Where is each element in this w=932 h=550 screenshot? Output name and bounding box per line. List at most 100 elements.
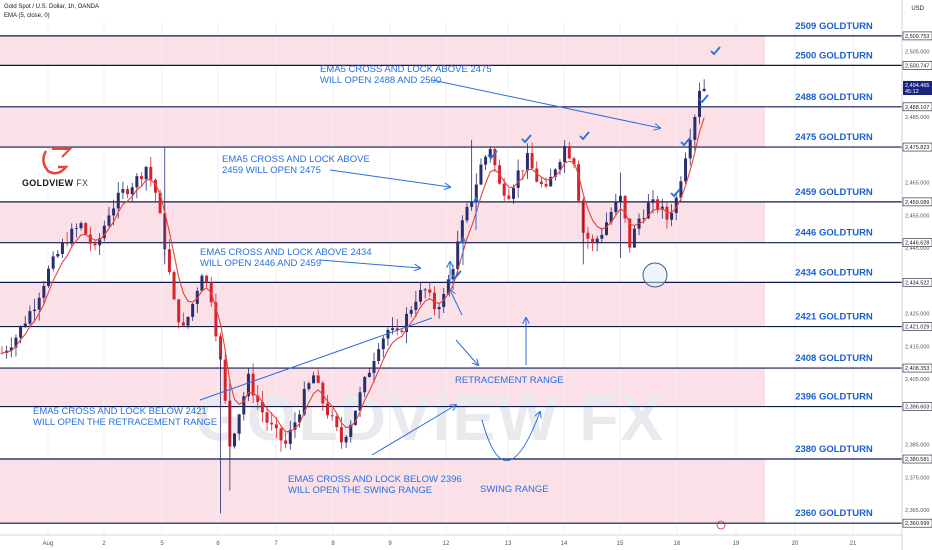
level-price-tag [902, 31, 932, 41]
candle-body [219, 336, 223, 360]
level-price-text: 2,459.089 [905, 200, 929, 206]
candle-body [158, 192, 162, 214]
candle-body [172, 272, 176, 300]
candle-body [223, 359, 227, 401]
candle-body [47, 268, 50, 286]
candle-body [609, 212, 613, 223]
candle-body [288, 429, 292, 444]
candle-body [37, 297, 41, 310]
level-price-text: 2,446.628 [905, 241, 929, 247]
arrow-to-swing [371, 405, 456, 456]
axis-tick: 2,505.000 [905, 49, 929, 55]
annotation-text: SWING RANGE [480, 484, 549, 495]
candle-body [451, 269, 455, 280]
candle-body [28, 311, 32, 324]
candle-body [251, 373, 255, 396]
candle-body [688, 139, 692, 159]
currency-label: USD [911, 6, 924, 12]
level-price-text: 2,408.353 [905, 366, 929, 372]
candle-body [302, 388, 306, 415]
candle-body [488, 148, 492, 157]
time-tick: 5 [160, 541, 164, 547]
axis-tick: 2,405.000 [905, 377, 929, 383]
candle-body [409, 309, 413, 314]
level-price-tag [902, 102, 932, 112]
candle-body [260, 401, 264, 413]
time-tick: 14 [561, 541, 568, 547]
check-icon [710, 46, 721, 56]
candle-body [51, 256, 55, 269]
candle-body [121, 189, 125, 193]
level-price-tag [902, 238, 932, 247]
time-tick: 19 [733, 541, 740, 547]
candle-body [428, 289, 432, 293]
arrow-to-2459 [319, 259, 420, 268]
candle-body [539, 181, 543, 185]
candle-body [465, 206, 469, 221]
brand-name: GOLDVIEW FX [22, 178, 88, 188]
brand-text: GOLDVIEW [22, 178, 74, 188]
axis-tick: 2,425.000 [905, 312, 929, 318]
axis-tick: 2,415.000 [905, 344, 929, 350]
arrow-to-2488 [431, 79, 660, 128]
candle-body [326, 403, 329, 416]
level-price-text: 2,380.581 [905, 457, 929, 463]
candle-body [684, 158, 688, 182]
pink-zone [0, 201, 765, 243]
candle-body [42, 285, 46, 298]
candle-body [535, 168, 539, 182]
level-price-tag [902, 363, 932, 373]
check-icon [451, 270, 462, 280]
candle-body [60, 242, 64, 254]
level-label: 2475 GOLDTURN [795, 132, 873, 143]
level-price-text: 2,509.753 [905, 34, 929, 40]
level-price-text: 2,488.107 [905, 105, 929, 111]
candle-body [339, 427, 343, 443]
candle-body [126, 189, 130, 195]
candle-body [14, 337, 18, 348]
level-price-tag [902, 142, 932, 152]
watermark-text: GOLDVIEW FX [195, 382, 665, 454]
candle-body [423, 289, 427, 291]
level-layer: 2509 GOLDTURN 2500 GOLDTURN 2488 GOLDTURN 2… [0, 21, 902, 524]
price-axis[interactable]: 2,505.000 2,485.000 2,465.000 2,455.000 2,44… [901, 0, 932, 550]
candle-body [84, 223, 88, 235]
pink-zone [0, 282, 765, 327]
arrow-retrace-down [455, 339, 478, 365]
time-tick: 15 [617, 541, 624, 547]
candle-body [330, 415, 334, 417]
annotation-text: EMA5 CROSS AND LOCK ABOVE [222, 154, 370, 165]
candle-body [88, 234, 92, 244]
indicator-legend[interactable]: EMA (5, close, 0) [4, 13, 50, 19]
level-label: 2509 GOLDTURN [795, 21, 873, 32]
level-label: 2434 GOLDTURN [795, 267, 873, 278]
annotation-text: 2459 WILL OPEN 2475 [222, 165, 321, 176]
time-tick: 12 [443, 541, 450, 547]
candle-body [558, 162, 562, 170]
time-tick: Aug [43, 541, 54, 547]
candle-body [484, 156, 488, 165]
low-circle [642, 262, 668, 288]
annotation-text: WILL OPEN THE SWING RANGE [288, 485, 432, 496]
candle-body [33, 309, 37, 312]
level-label: 2459 GOLDTURN [795, 187, 873, 198]
level-label: 2488 GOLDTURN [795, 92, 873, 103]
ema-line [1, 117, 705, 433]
logo-g-icon [42, 148, 73, 175]
annotation-text: EMA5 CROSS AND LOCK BELOW 2396 [288, 474, 462, 485]
time-tick: 16 [674, 541, 681, 547]
time-axis[interactable]: Aug 2 5 6 7 8 9 12 13 14 15 16 19 20 21 [0, 520, 902, 547]
candle-body [381, 338, 385, 350]
goldview-logo [22, 143, 92, 193]
candle-body [321, 382, 325, 404]
candle-body [656, 199, 660, 209]
ema-layer [1, 117, 705, 433]
candle-body [479, 164, 483, 185]
current-price-tag[interactable] [903, 80, 932, 95]
candle-body [233, 433, 236, 447]
candle-body [595, 238, 599, 243]
candle-body [205, 275, 209, 283]
bar-countdown: 45:12 [905, 89, 919, 95]
event-icon[interactable] [716, 520, 726, 530]
